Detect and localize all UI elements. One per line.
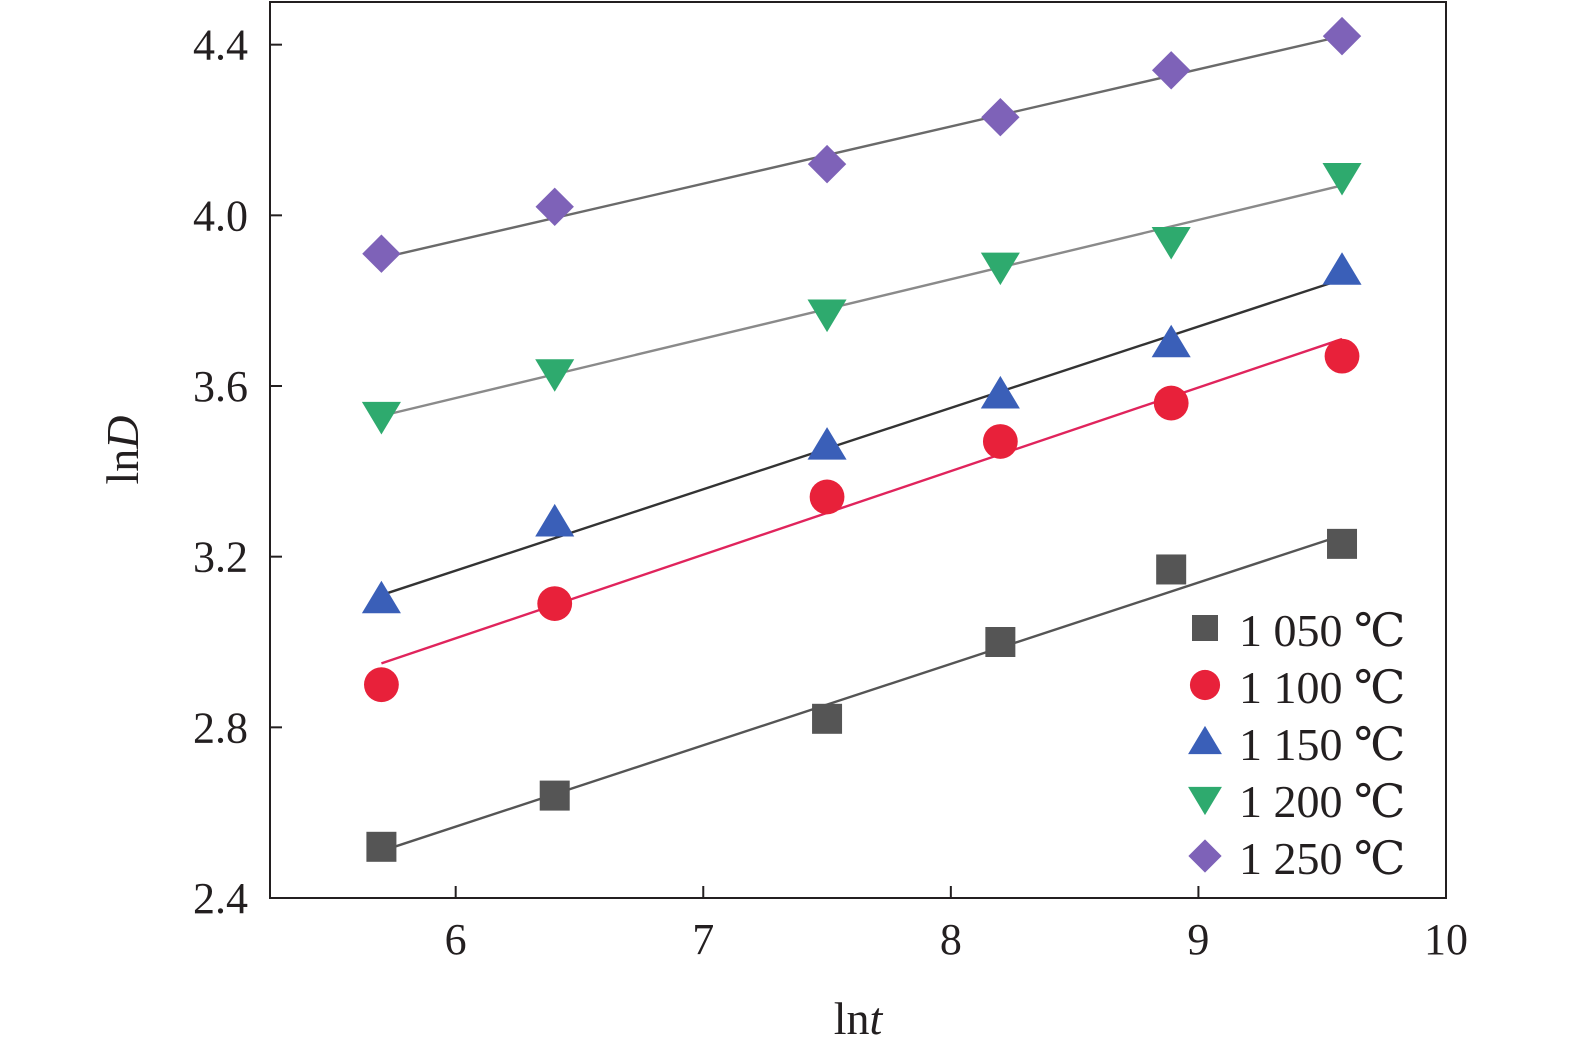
legend-marker [1188,725,1222,755]
data-point-series-4 [362,234,401,273]
x-tick-label: 6 [445,915,467,964]
y-tick-label: 3.6 [193,362,248,411]
data-point-series-1 [364,667,399,703]
data-point-series-4 [1322,16,1362,56]
data-point-series-3 [807,299,847,333]
data-point-series-4 [981,98,1020,137]
data-point-series-0 [366,831,397,862]
data-point-series-2 [535,503,575,537]
data-point-series-0 [1156,554,1187,585]
data-point-series-0 [812,703,843,734]
legend: 1 050 ℃ 1 100 ℃ 1 150 ℃ 1 200 ℃ 1 250 ℃ [1188,605,1405,884]
legend-marker [1189,669,1221,701]
data-point-series-3 [1151,226,1191,260]
data-point-series-4 [535,187,574,226]
legend-marker [1188,786,1222,816]
data-point-series-1 [1153,385,1189,421]
y-axis-ticks: 2.4 2.8 3.2 3.6 4.0 4.4 [193,21,282,923]
data-point-series-3 [361,401,401,435]
y-axis-label-var: D [97,415,148,449]
fit-line-series-3 [381,184,1343,418]
data-point-series-4 [1151,51,1191,90]
data-point-series-0 [539,780,570,811]
legend-label: 1 250 ℃ [1239,833,1405,884]
data-point-series-0 [985,627,1016,657]
fit-line-series-2 [381,278,1343,597]
legend-marker [1188,839,1222,873]
data-point-series-2 [807,427,847,460]
y-tick-label: 4.4 [193,21,248,70]
y-tick-label: 2.4 [193,874,248,923]
legend-label: 1 050 ℃ [1239,605,1405,656]
data-point-series-4 [807,144,847,184]
x-axis-label-var: t [870,993,884,1044]
fit-line-series-1 [381,337,1343,665]
y-tick-label: 4.0 [193,191,248,240]
data-point-series-0 [1327,528,1358,559]
x-axis-label: lnt [834,993,884,1044]
data-point-series-2 [1151,324,1191,358]
data-point-series-1 [982,424,1018,459]
data-point-series-2 [980,375,1020,409]
data-point-series-2 [1322,252,1362,285]
data-point-series-3 [1322,162,1362,196]
fit-line-series-4 [381,34,1343,260]
x-tick-label: 10 [1424,915,1468,964]
x-axis-label-prefix: ln [834,993,870,1044]
data-point-series-1 [537,586,573,621]
data-markers [361,16,1362,862]
y-tick-label: 3.2 [193,533,248,582]
legend-label: 1 100 ℃ [1239,662,1405,713]
fit-lines [381,34,1343,853]
data-point-series-1 [1324,338,1360,374]
x-tick-label: 7 [692,915,714,964]
data-point-series-1 [809,479,845,515]
y-axis-label-prefix: ln [97,449,148,485]
x-axis-ticks: 6 7 8 9 10 [445,886,1468,964]
legend-marker [1192,615,1218,641]
plot-frame [269,1,1447,899]
y-tick-label: 2.8 [193,703,248,752]
y-axis-label: lnD [97,415,148,484]
data-point-series-2 [361,580,401,614]
data-point-series-3 [535,359,575,392]
legend-label: 1 150 ℃ [1239,719,1405,770]
data-point-series-3 [980,252,1020,286]
x-tick-label: 9 [1187,915,1209,964]
x-tick-label: 8 [940,915,962,964]
legend-label: 1 200 ℃ [1239,776,1405,827]
